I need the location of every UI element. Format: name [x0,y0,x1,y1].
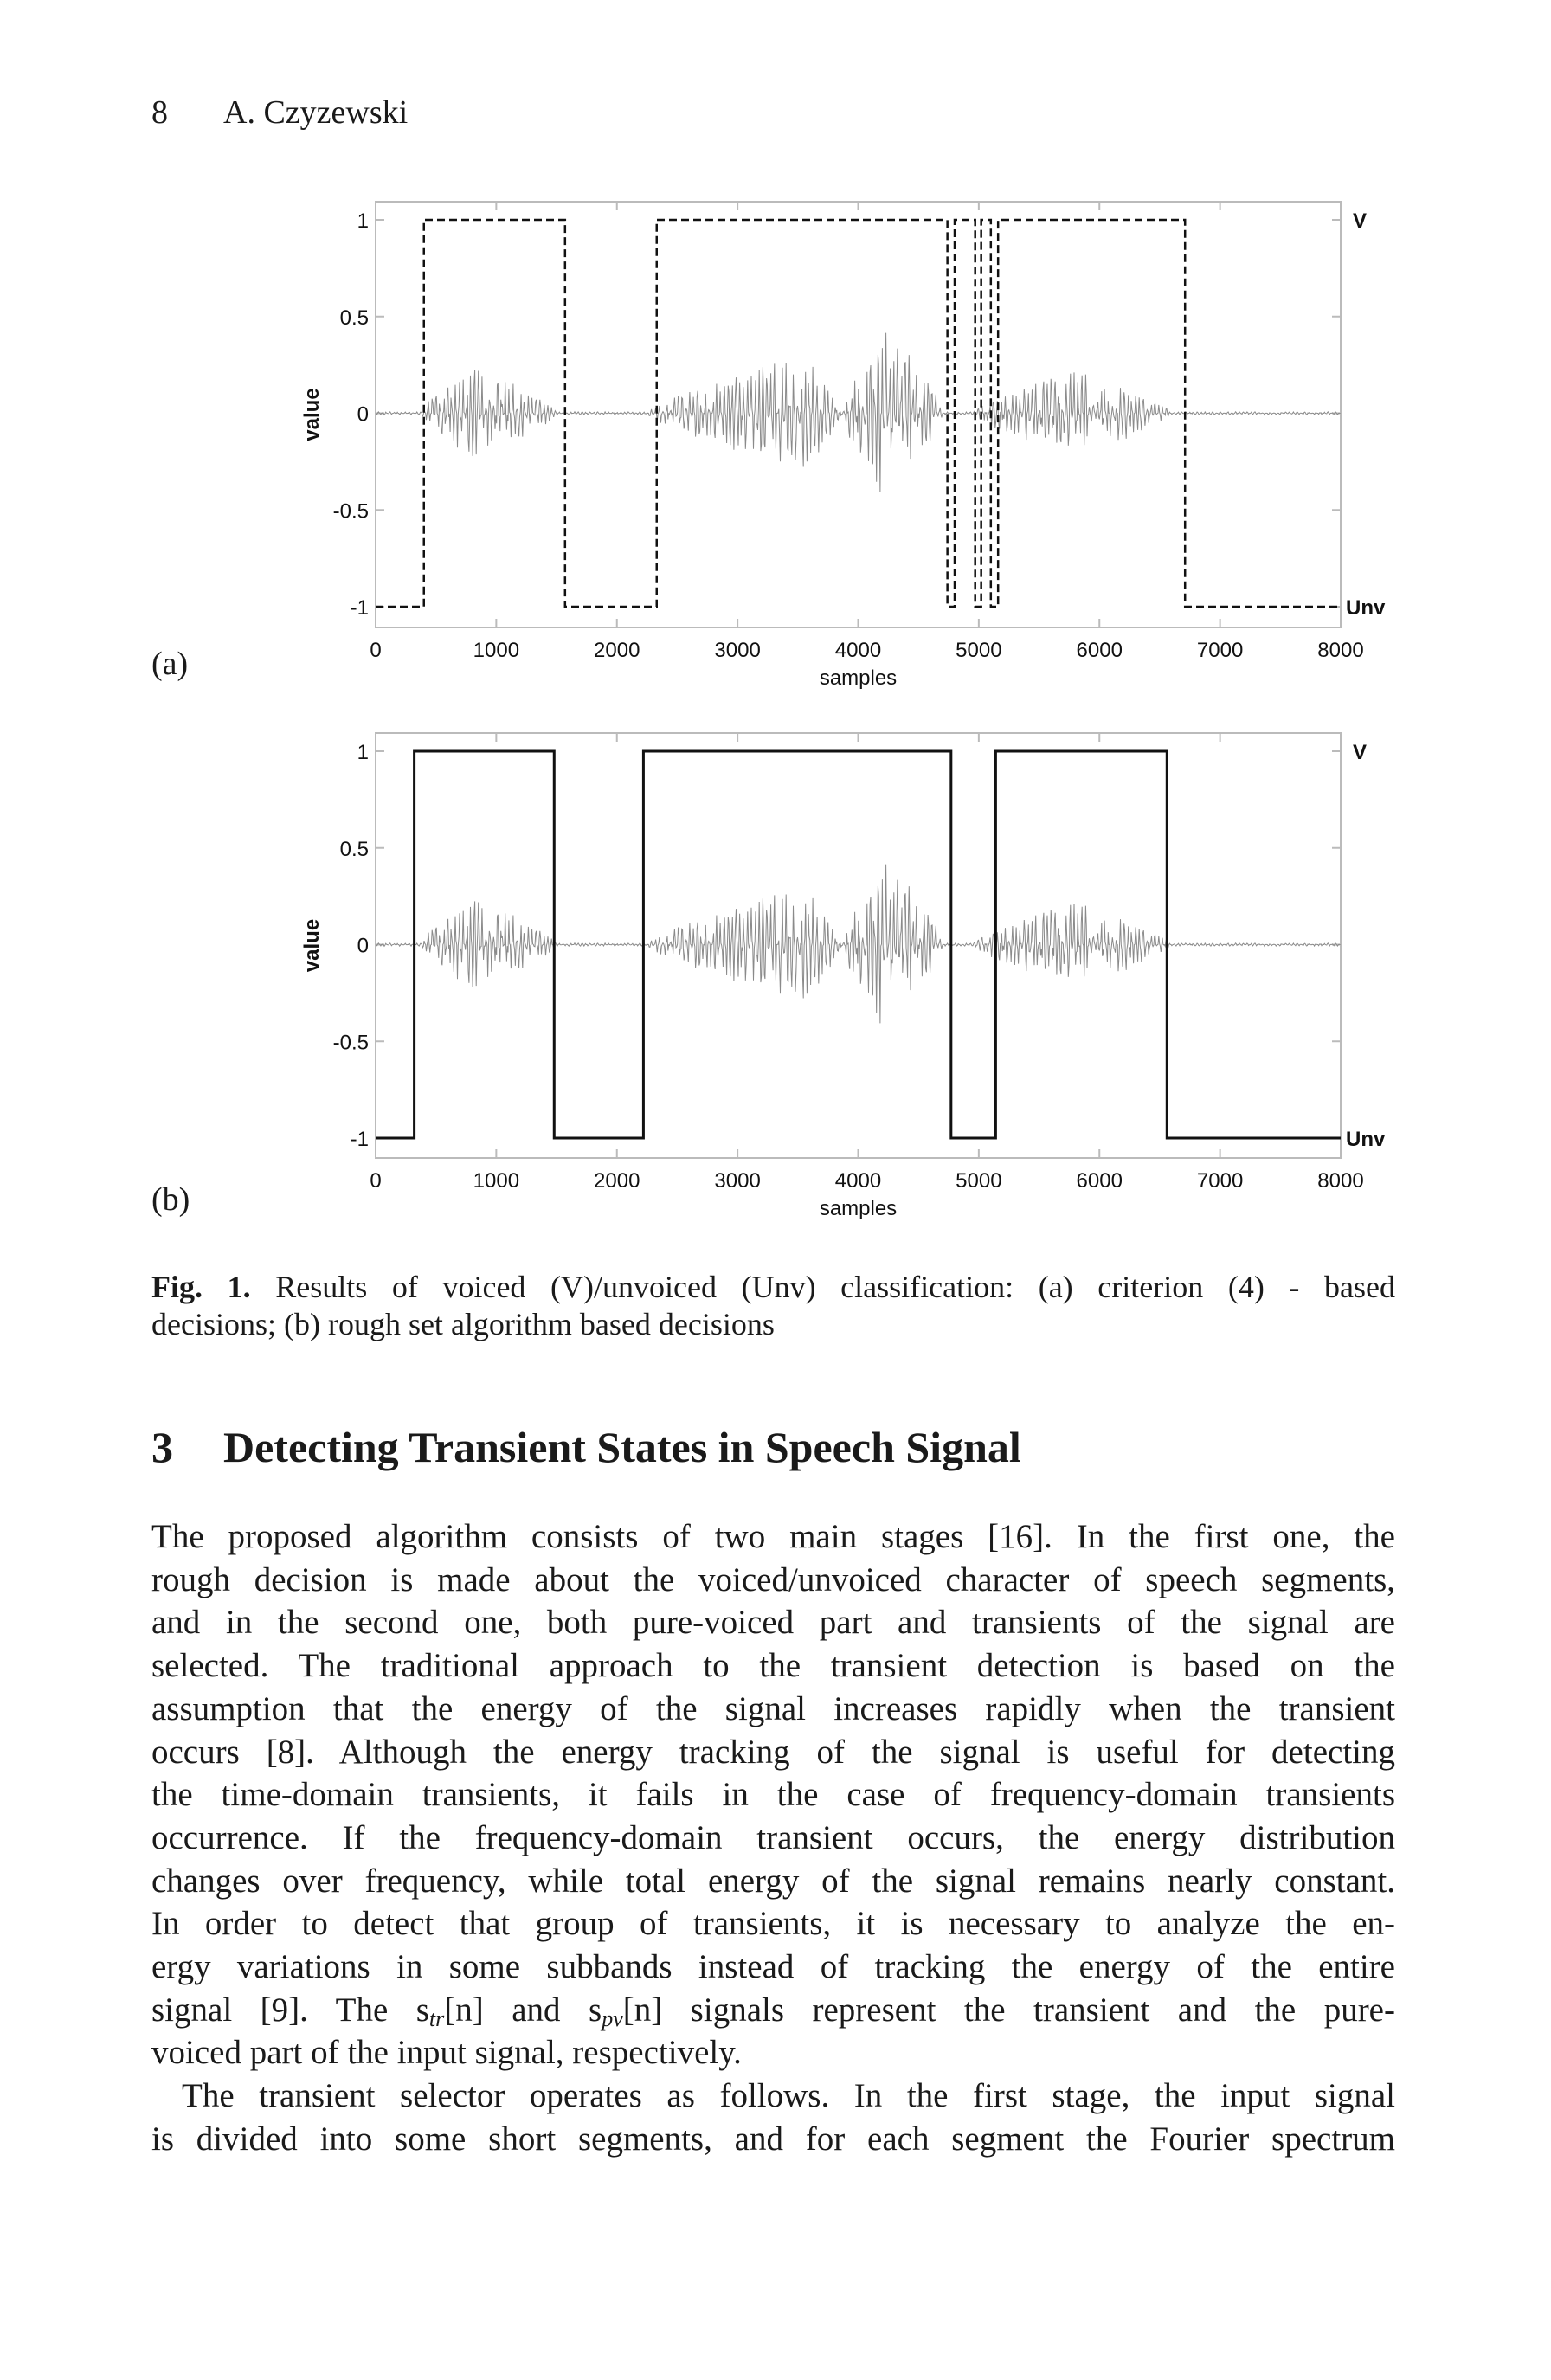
y-tick-label: 1 [357,209,369,233]
body-line: occurs [8]. Although the energy tracking… [151,1733,1395,1771]
body-line: the time-domain transients, it fails in … [151,1776,1395,1814]
body-line: signal [9]. The str[n] and spv[n] signal… [151,1991,1395,2032]
x-tick-label: 5000 [956,1169,1001,1193]
section-number: 3 [151,1423,173,1471]
caption-line-1: Fig. 1. Results of voiced (V)/unvoiced (… [151,1269,1395,1305]
x-tick-label: 5000 [956,639,1001,662]
body-line: is divided into some short segments, and… [151,2119,1395,2158]
x-tick-label: 4000 [835,639,881,662]
body-line: selected. The traditional approach to th… [151,1647,1395,1685]
text: signal [9]. The s [151,1991,429,2029]
page-number: 8 [151,94,168,131]
x-tick-label: 0 [370,1169,381,1193]
x-tick-label: 3000 [714,1169,760,1193]
x-tick-label: 7000 [1197,1169,1243,1193]
subscript-pv: pv [602,2005,623,2031]
x-tick-label: 1000 [473,1169,519,1193]
body-line: ergy variations in some subbands instead… [151,1948,1395,1985]
unvoiced-label: Unv [1346,1128,1386,1151]
caption-line-2: decisions; (b) rough set algorithm based… [151,1307,775,1341]
text: [n] signals represent the transient and … [622,1991,1395,2029]
x-tick-label: 8000 [1317,1169,1363,1193]
caption-label: Fig. 1. [151,1270,251,1304]
body-line: changes over frequency, while total ener… [151,1862,1395,1900]
y-axis-label: value [300,388,324,441]
chart-panel-b: 0 1000 2000 3000 4000 5000 6000 7000 8000 1 0.5 0 -0… [300,732,1386,1220]
y-axis-label: value [300,919,324,972]
section-title: Detecting Transient States in Speech Sig… [223,1423,1021,1471]
body-line: rough decision is made about the voiced/… [151,1560,1395,1598]
body-line: The transient selector operates as follo… [182,2077,1395,2115]
x-tick-label: 4000 [835,1169,881,1193]
x-axis-label: samples [820,666,897,690]
speech-waveform [375,864,1341,1024]
x-axis-label: samples [820,1197,897,1220]
x-tick-label: 3000 [714,639,760,662]
y-tick-label: -1 [351,1128,369,1151]
panel-label-b: (b) [151,1181,190,1218]
speech-waveform [375,332,1341,492]
x-tick-label: 2000 [594,1169,640,1193]
body-line: In order to detect that group of transie… [151,1905,1395,1943]
vuv-decision-line [376,218,1341,608]
y-tick-label: 1 [357,741,369,764]
y-tick-label: 0 [357,935,369,958]
text: [n] and s [444,1991,602,2029]
body-line: occurrence. If the frequency-domain tran… [151,1818,1395,1856]
y-tick-label: 0 [357,403,369,427]
y-tick-label: 0.5 [340,306,369,330]
y-tick-label: -0.5 [333,499,369,523]
section-heading: 3 Detecting Transient States in Speech Si… [151,1422,1021,1472]
caption-text: Results of voiced (V)/unvoiced (Unv) cla… [275,1270,1395,1304]
y-tick-label: -0.5 [333,1031,369,1054]
x-tick-label: 8000 [1317,639,1363,662]
x-tick-label: 2000 [594,639,640,662]
x-tick-label: 6000 [1077,1169,1123,1193]
body-line: voiced part of the input signal, respect… [151,2034,742,2072]
vuv-decision-line [376,749,1341,1140]
panel-label-a: (a) [151,646,189,682]
body-line: and in the second one, both pure-voiced … [151,1604,1395,1642]
voiced-label: V [1353,741,1367,764]
x-tick-label: 7000 [1197,639,1243,662]
running-author: A. Czyzewski [223,94,409,131]
x-tick-label: 0 [370,639,381,662]
unvoiced-label: Unv [1346,596,1386,620]
y-tick-label: 0.5 [340,838,369,861]
body-line: The proposed algorithm consists of two m… [151,1518,1395,1555]
figure-1: 0 1000 2000 3000 4000 5000 6000 7000 8000 1 0.5 0 -0… [300,201,1386,1220]
body-line: assumption that the energy of the signal… [151,1689,1395,1727]
x-tick-label: 6000 [1077,639,1123,662]
subscript-tr: tr [428,2005,445,2031]
chart-panel-a: 0 1000 2000 3000 4000 5000 6000 7000 8000 1 0.5 0 -0… [300,201,1386,690]
y-tick-label: -1 [351,596,369,620]
x-tick-label: 1000 [473,639,519,662]
voiced-label: V [1353,209,1367,233]
